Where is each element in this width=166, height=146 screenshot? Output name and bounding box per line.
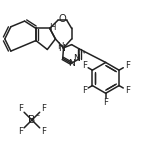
Text: $^-$: $^-$	[34, 113, 41, 119]
Text: H: H	[57, 42, 63, 51]
Text: H: H	[49, 23, 55, 32]
Text: O: O	[58, 14, 66, 24]
Text: F: F	[82, 61, 87, 70]
Text: F: F	[41, 104, 46, 113]
Text: F: F	[18, 104, 23, 113]
Text: F: F	[82, 86, 87, 95]
Text: F: F	[125, 61, 130, 70]
Text: N: N	[58, 44, 65, 53]
Text: F: F	[41, 127, 46, 136]
Text: N: N	[73, 54, 80, 63]
Text: N: N	[68, 59, 75, 68]
Text: F: F	[103, 98, 108, 107]
Text: F: F	[18, 127, 23, 136]
Text: B: B	[28, 115, 36, 125]
Text: $^+$: $^+$	[80, 51, 87, 57]
Text: F: F	[125, 86, 130, 95]
